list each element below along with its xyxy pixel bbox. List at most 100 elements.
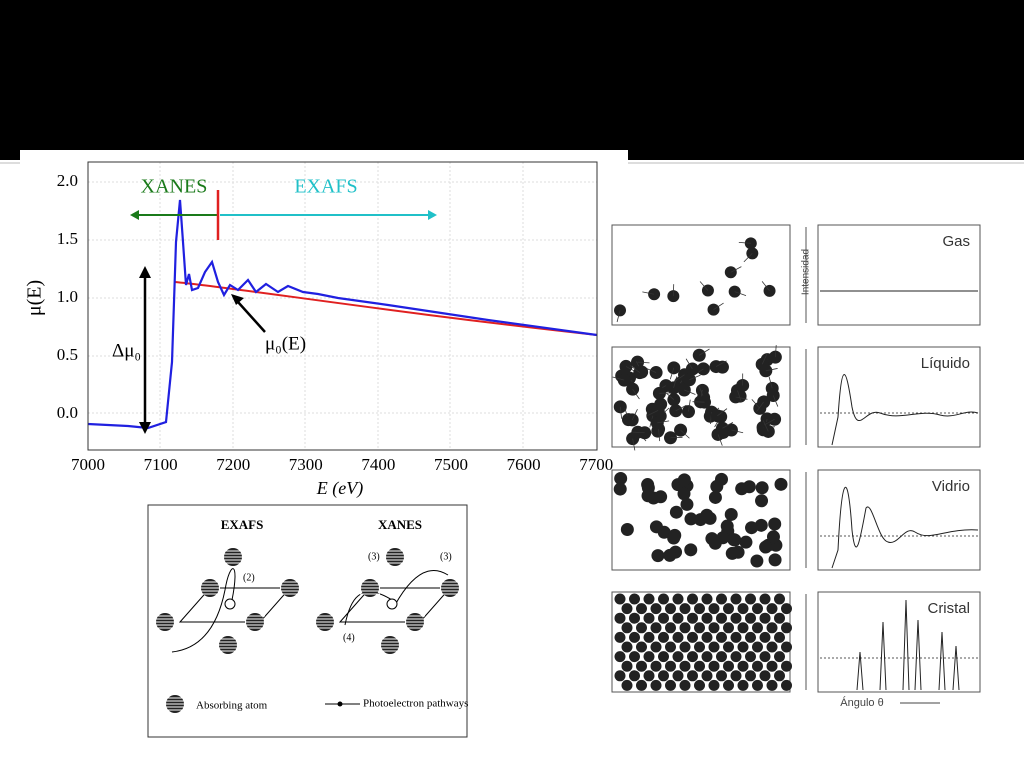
phase-label: Líquido — [921, 355, 970, 372]
atom — [687, 651, 698, 663]
atom — [405, 613, 425, 631]
path-label: (2) — [243, 572, 255, 583]
structure-figure: Gas Líquido Vidrio Cristal — [611, 224, 981, 693]
path-label: (3) — [368, 551, 380, 562]
atom — [774, 593, 785, 605]
atom — [730, 670, 742, 682]
atom — [768, 517, 782, 531]
atom — [687, 593, 698, 605]
pattern-panel — [817, 224, 981, 326]
atom — [745, 670, 756, 682]
atom — [643, 670, 655, 682]
atom — [650, 679, 662, 691]
atom — [752, 641, 763, 653]
atom — [155, 613, 175, 631]
y-tick-label: 1.5 — [57, 229, 78, 248]
atom — [708, 641, 720, 653]
atom — [663, 548, 677, 562]
atom — [621, 641, 633, 653]
atom — [672, 593, 684, 605]
atom — [708, 490, 722, 504]
atom — [280, 579, 300, 597]
header-band — [0, 0, 1024, 160]
atom — [716, 631, 727, 643]
velocity — [689, 374, 701, 381]
panel-title: EXAFS — [221, 517, 264, 532]
plot-frame — [87, 161, 598, 451]
atom — [716, 670, 727, 682]
atom — [723, 622, 734, 634]
velocity — [632, 431, 645, 434]
atom — [723, 641, 734, 653]
atom — [672, 631, 684, 643]
velocity — [715, 360, 727, 367]
atom — [759, 631, 771, 643]
atom — [759, 651, 771, 663]
atom — [629, 631, 640, 643]
velocity — [632, 438, 636, 451]
atom — [737, 603, 749, 615]
atom — [665, 641, 676, 653]
atom — [643, 612, 655, 624]
atom — [613, 482, 627, 496]
region-label: EXAFS — [294, 176, 357, 198]
atom — [694, 679, 705, 691]
atom — [745, 521, 759, 535]
atom — [745, 593, 756, 605]
atom — [680, 497, 694, 511]
atom — [667, 531, 681, 545]
velocity — [765, 368, 778, 372]
velocity — [735, 396, 748, 400]
atom — [643, 631, 655, 643]
y-axis-label: Intensidad — [801, 249, 812, 295]
atom — [708, 679, 720, 691]
atom — [684, 512, 698, 526]
atom — [684, 543, 698, 557]
velocity — [632, 388, 640, 400]
atom — [677, 473, 691, 487]
plot-bg — [20, 150, 628, 495]
atom — [754, 518, 768, 532]
atom — [781, 641, 792, 653]
velocity — [658, 429, 661, 442]
atom — [658, 593, 669, 605]
atom — [781, 603, 792, 615]
velocity — [761, 281, 770, 292]
atom — [614, 651, 626, 663]
atom — [700, 508, 714, 522]
atom — [636, 660, 647, 672]
path-label: (4) — [343, 632, 355, 643]
x-tick-label: 7600 — [507, 455, 541, 474]
atom — [614, 612, 626, 624]
atom — [665, 622, 676, 634]
x-tick-label: 7500 — [434, 455, 468, 474]
peak — [938, 631, 946, 691]
velocity — [737, 390, 742, 403]
arrowhead — [231, 294, 244, 305]
atom — [629, 593, 640, 605]
panel-title: XANES — [378, 517, 422, 532]
atom — [672, 612, 684, 624]
atom — [737, 641, 749, 653]
region-label: XANES — [141, 176, 208, 198]
atom — [651, 549, 665, 563]
atom — [745, 612, 756, 624]
atom — [737, 622, 749, 634]
atom — [621, 603, 633, 615]
absorber — [224, 598, 236, 610]
atom — [701, 670, 713, 682]
peak — [856, 651, 864, 691]
x-tick-label: 7300 — [289, 455, 323, 474]
velocity — [612, 376, 625, 381]
peak — [914, 619, 922, 691]
atom — [781, 622, 792, 634]
atom — [385, 548, 405, 566]
atom — [708, 622, 720, 634]
atom — [629, 670, 640, 682]
atom — [759, 593, 771, 605]
x-tick-label: 7700 — [579, 455, 613, 474]
atom — [672, 670, 684, 682]
atom — [759, 670, 771, 682]
atom — [380, 636, 400, 654]
